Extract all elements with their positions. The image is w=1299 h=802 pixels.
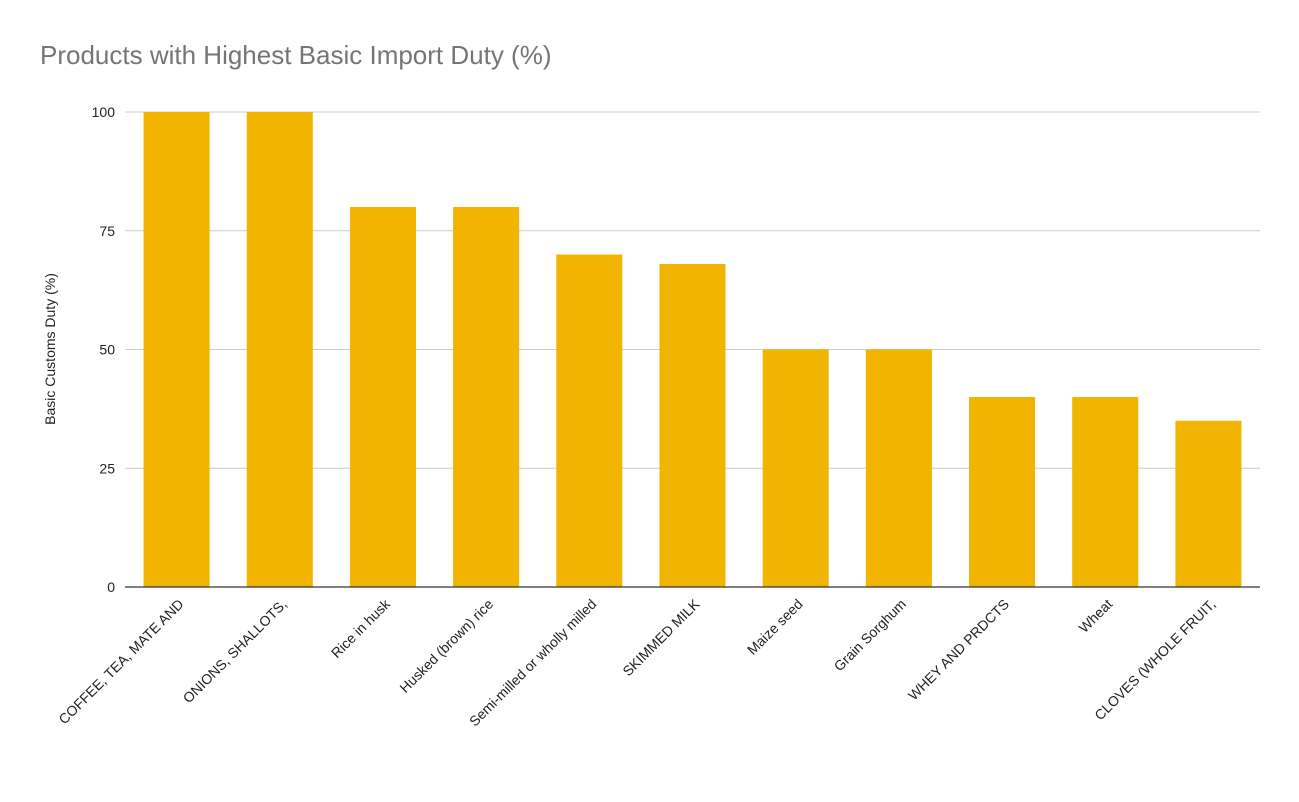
bar xyxy=(453,207,520,587)
bar xyxy=(1175,420,1242,587)
bar xyxy=(143,112,210,587)
y-tick-label: 100 xyxy=(92,104,116,120)
x-category-label: Rice in husk xyxy=(328,595,394,661)
bar xyxy=(246,112,313,587)
bar xyxy=(556,254,623,587)
x-category-label: CLOVES (WHOLE FRUIT, xyxy=(1091,596,1218,723)
y-tick-label: 0 xyxy=(107,579,115,595)
x-category-label: SKIMMED MILK xyxy=(619,595,703,679)
x-category-label: Grain Sorghum xyxy=(831,596,909,674)
x-category-label: Maize seed xyxy=(744,596,806,658)
bars xyxy=(143,112,1242,587)
chart-title: Products with Highest Basic Import Duty … xyxy=(40,40,552,70)
bar xyxy=(659,264,726,587)
y-tick-labels: 0 25 50 75 100 xyxy=(92,104,116,595)
x-category-label: COFFEE, TEA, MATE AND xyxy=(55,596,186,727)
y-tick-label: 25 xyxy=(99,460,115,476)
bar xyxy=(1072,397,1139,587)
x-category-label: Wheat xyxy=(1075,596,1115,636)
y-axis-title: Basic Customs Duty (%) xyxy=(42,273,58,425)
x-category-label: ONIONS, SHALLOTS, xyxy=(180,596,290,706)
bar xyxy=(762,349,829,587)
x-category-label: WHEY AND PRDCTS xyxy=(905,596,1012,703)
bar xyxy=(865,349,932,587)
x-category-label: Husked (brown) rice xyxy=(396,596,496,696)
bar xyxy=(349,207,416,587)
y-tick-label: 75 xyxy=(99,223,115,239)
bar xyxy=(969,397,1036,587)
y-tick-label: 50 xyxy=(99,342,115,358)
